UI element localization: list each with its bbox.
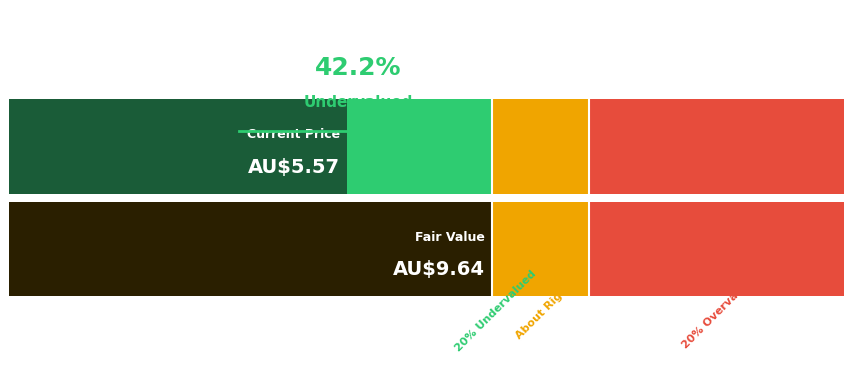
Bar [588, 99, 843, 194]
Text: 20% Undervalued: 20% Undervalued [452, 269, 537, 354]
Text: 42.2%: 42.2% [314, 56, 401, 81]
Text: Current Price: Current Price [247, 128, 340, 141]
Text: Fair Value: Fair Value [415, 231, 485, 244]
Bar [9, 99, 491, 194]
Bar [9, 201, 491, 296]
Text: Undervalued: Undervalued [303, 95, 412, 110]
Text: AU$5.57: AU$5.57 [248, 158, 340, 177]
Bar [9, 201, 491, 296]
Bar [588, 201, 843, 296]
Text: 20% Overvalued: 20% Overvalued [680, 272, 759, 351]
Bar [491, 99, 588, 194]
Text: About Right: About Right [513, 282, 573, 341]
Bar [9, 99, 347, 194]
Text: AU$9.64: AU$9.64 [393, 260, 485, 279]
Bar [491, 201, 588, 296]
